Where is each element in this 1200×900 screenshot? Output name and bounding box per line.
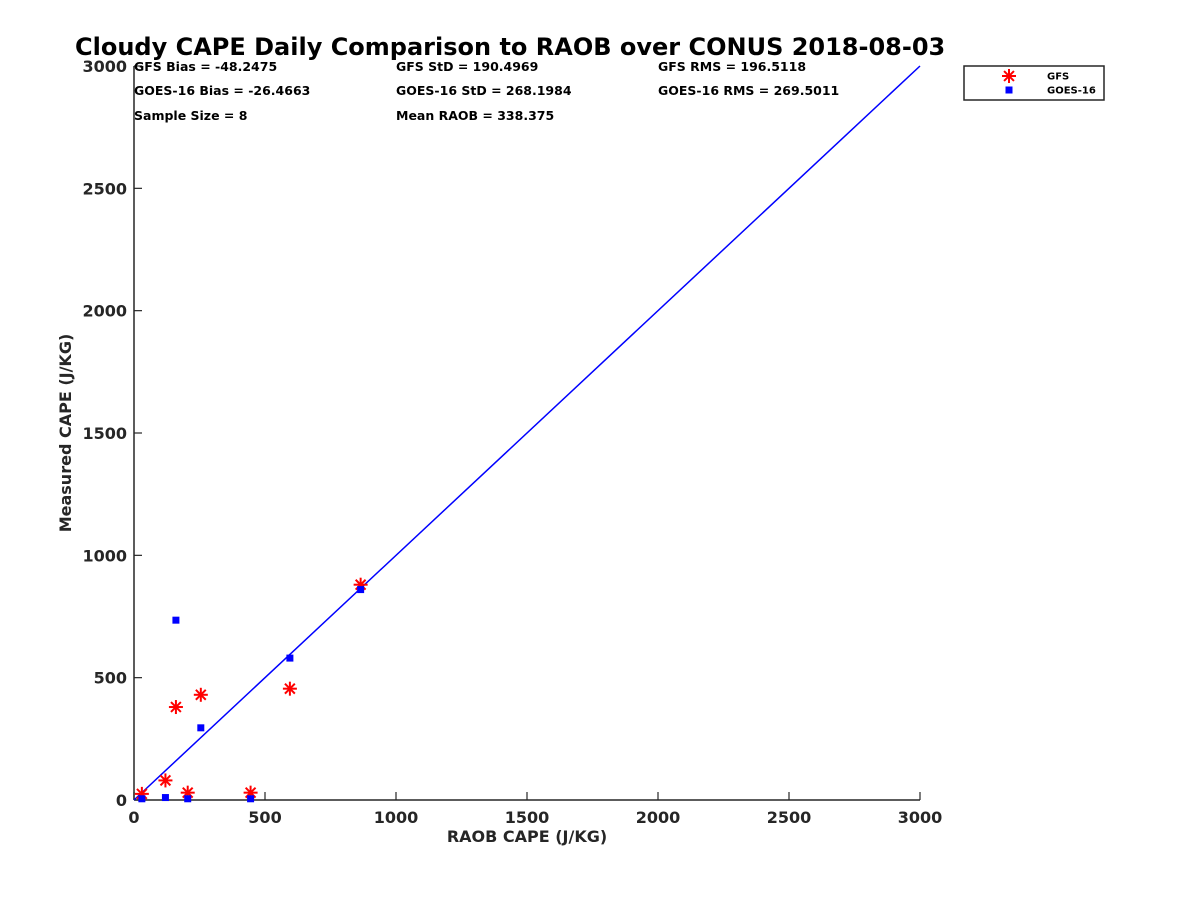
x-axis-label: RAOB CAPE (J/KG) xyxy=(447,827,607,846)
y-axis-label: Measured CAPE (J/KG) xyxy=(56,334,75,533)
goes-16-point xyxy=(161,794,169,802)
goes-16-point xyxy=(138,795,146,803)
stat-line: GFS Bias = -48.2475 xyxy=(134,59,277,74)
gfs-point xyxy=(158,773,173,788)
statistics-block: GFS Bias = -48.2475 GFS StD = 190.4969 GFS… xyxy=(134,59,839,123)
one-to-one-line xyxy=(133,65,921,801)
x-tick-label: 2500 xyxy=(767,808,812,827)
goes-16-point xyxy=(184,795,192,803)
stat-line: GOES-16 StD = 268.1984 xyxy=(396,83,572,98)
y-tick-label: 1500 xyxy=(82,424,127,443)
legend-label-gfs: GFS xyxy=(1047,72,1069,83)
gfs-point xyxy=(282,681,297,696)
legend-marker-goes-16 xyxy=(1005,86,1013,94)
stat-line: Sample Size = 8 xyxy=(134,108,247,123)
x-tick-label: 1500 xyxy=(505,808,550,827)
stat-line: Mean RAOB = 338.375 xyxy=(396,108,554,123)
stat-line: GFS StD = 190.4969 xyxy=(396,59,538,74)
legend-label-goes-16: GOES-16 xyxy=(1047,86,1096,97)
goes-16-point xyxy=(286,654,294,662)
legend-marker-gfs xyxy=(1002,69,1016,83)
y-tick-label: 2000 xyxy=(82,302,127,321)
y-tick-label: 0 xyxy=(116,791,127,810)
axes: 0 500 1000 1500 2000 2500 3000 0 500 1000 1500 2000… xyxy=(82,57,942,827)
x-tick-label: 3000 xyxy=(898,808,943,827)
legend-box xyxy=(963,65,1105,101)
gfs-point xyxy=(168,700,183,715)
x-tick-label: 2000 xyxy=(636,808,681,827)
x-tick-label: 500 xyxy=(248,808,281,827)
stat-line: GFS RMS = 196.5118 xyxy=(658,59,806,74)
data-points xyxy=(134,577,368,803)
y-tick-label: 500 xyxy=(94,669,127,688)
legend: GFS GOES-16 xyxy=(963,65,1105,101)
goes-16-point xyxy=(247,795,255,803)
goes-16-point xyxy=(197,724,205,732)
reference-line-group xyxy=(133,65,921,801)
x-tick-label: 1000 xyxy=(374,808,419,827)
stat-line: GOES-16 RMS = 269.5011 xyxy=(658,83,839,98)
y-tick-label: 2500 xyxy=(82,179,127,198)
y-tick-label: 3000 xyxy=(82,57,127,76)
chart-title: Cloudy CAPE Daily Comparison to RAOB ove… xyxy=(75,33,945,61)
y-tick-label: 1000 xyxy=(82,546,127,565)
gfs-point xyxy=(193,687,208,702)
series-goes-16 xyxy=(138,586,365,803)
goes-16-point xyxy=(357,586,365,594)
stat-line: GOES-16 Bias = -26.4663 xyxy=(134,83,310,98)
goes-16-point xyxy=(172,616,180,624)
x-tick-label: 0 xyxy=(128,808,139,827)
